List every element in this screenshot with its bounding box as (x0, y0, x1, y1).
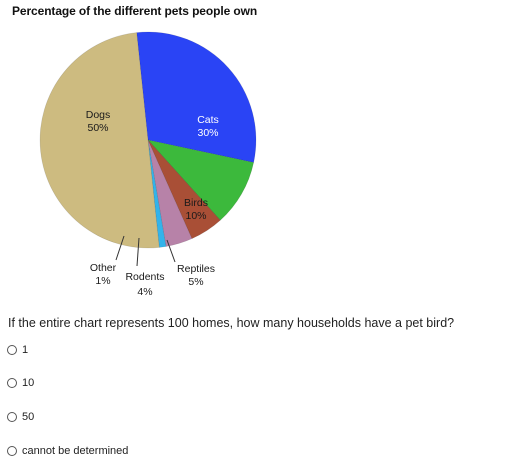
pie-slice-dogs (39, 32, 160, 249)
radio-button[interactable] (7, 412, 17, 422)
leader-line-other (115, 235, 125, 261)
pie-slice-rodents (147, 139, 193, 247)
slice-percent-birds: 10% (185, 210, 206, 222)
question-text: If the entire chart represents 100 homes… (8, 316, 455, 330)
radio-button[interactable] (7, 446, 17, 456)
pie-slice-other (147, 139, 167, 248)
radio-button[interactable] (7, 378, 17, 388)
pie-slice-cats (136, 31, 257, 163)
leader-line-rodents (136, 237, 140, 267)
answer-option-label: 10 (22, 377, 35, 389)
pie-slice-birds (147, 139, 254, 221)
radio-button[interactable] (7, 345, 17, 355)
chart-title: Percentage of the different pets people … (12, 4, 258, 18)
answer-option-cannot-be-determined[interactable]: cannot be determined (7, 445, 128, 457)
slice-percent-reptiles: 5% (188, 276, 203, 288)
slice-label-other: Other (90, 262, 117, 274)
slice-label-rodents: Rodents (125, 271, 164, 283)
answer-option-10[interactable]: 10 (7, 377, 34, 389)
answer-option-1[interactable]: 1 (7, 344, 28, 356)
pie-slice-reptiles (147, 139, 221, 240)
slice-percent-rodents: 4% (137, 286, 152, 298)
answer-option-label: cannot be determined (22, 445, 129, 457)
slice-percent-cats: 30% (197, 127, 218, 139)
leader-line-reptiles (166, 239, 176, 263)
slice-label-dogs: Dogs (86, 109, 111, 121)
slice-label-reptiles: Reptiles (177, 263, 215, 275)
slice-label-birds: Birds (184, 197, 208, 209)
slice-percent-other: 1% (95, 275, 110, 287)
slice-percent-dogs: 50% (87, 122, 108, 134)
answer-option-50[interactable]: 50 (7, 411, 34, 423)
answer-option-label: 50 (22, 411, 35, 423)
answer-option-label: 1 (22, 344, 29, 356)
slice-label-cats: Cats (197, 114, 219, 126)
